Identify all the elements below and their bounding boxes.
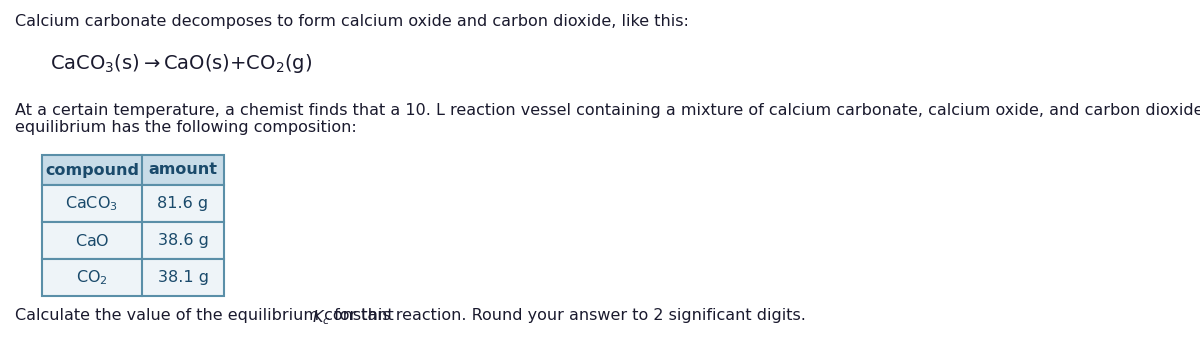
- Text: for this reaction. Round your answer to 2 significant digits.: for this reaction. Round your answer to …: [329, 308, 805, 323]
- Text: compound: compound: [46, 162, 139, 178]
- Text: $\mathrm{CO_2}$: $\mathrm{CO_2}$: [76, 268, 108, 287]
- Bar: [42, 222, 224, 259]
- Text: $\mathrm{CaCO_3}$: $\mathrm{CaCO_3}$: [66, 194, 119, 213]
- Text: 38.6 g: 38.6 g: [157, 233, 209, 248]
- Text: At a certain temperature, a chemist finds that a 10. L reaction vessel containin: At a certain temperature, a chemist find…: [14, 103, 1200, 118]
- Text: amount: amount: [149, 162, 217, 178]
- Text: $\mathrm{CaCO_3(s){\rightarrow}CaO(s){+}CO_2(g)}$: $\mathrm{CaCO_3(s){\rightarrow}CaO(s){+}…: [50, 52, 312, 75]
- Bar: [42, 155, 224, 185]
- Text: equilibrium has the following composition:: equilibrium has the following compositio…: [14, 120, 356, 135]
- Text: $\mathrm{CaO}$: $\mathrm{CaO}$: [74, 233, 109, 248]
- Text: Calculate the value of the equilibrium constant: Calculate the value of the equilibrium c…: [14, 308, 398, 323]
- Text: 38.1 g: 38.1 g: [157, 270, 209, 285]
- Text: 81.6 g: 81.6 g: [157, 196, 209, 211]
- Bar: [42, 259, 224, 296]
- Text: $\mathit{K}_c$: $\mathit{K}_c$: [312, 308, 330, 327]
- Text: Calcium carbonate decomposes to form calcium oxide and carbon dioxide, like this: Calcium carbonate decomposes to form cal…: [14, 14, 689, 29]
- Bar: [42, 185, 224, 222]
